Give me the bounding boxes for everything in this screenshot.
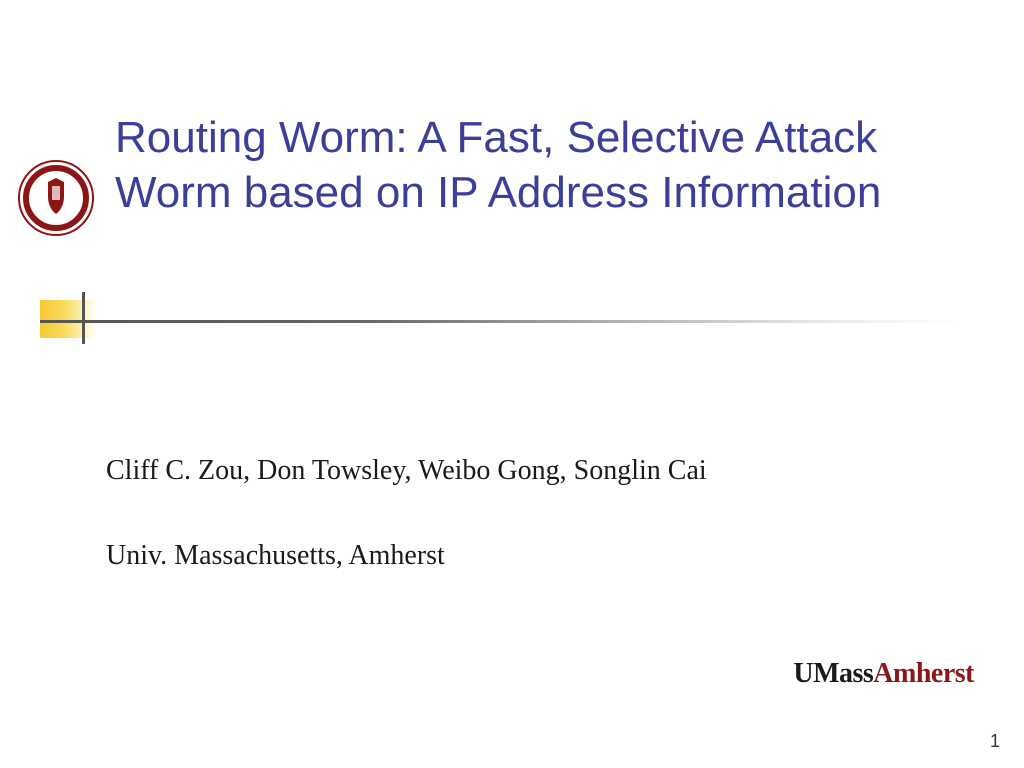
page-number: 1 — [990, 731, 1000, 752]
umass-amherst-logo: UMassAmherst — [793, 658, 974, 690]
accent-square — [40, 300, 96, 338]
logo-part-amherst: Amherst — [873, 658, 974, 689]
affiliation-text: Univ. Massachusetts, Amherst — [106, 540, 445, 572]
title-divider — [40, 300, 960, 350]
vertical-rule — [82, 292, 85, 344]
authors-text: Cliff C. Zou, Don Towsley, Weibo Gong, S… — [106, 455, 707, 487]
logo-part-umass: UMass — [793, 658, 873, 689]
horizontal-rule — [40, 320, 960, 323]
slide-container: • • Routing Worm: A Fast, Selective Atta… — [0, 0, 1024, 768]
university-seal-icon: • • — [18, 160, 94, 236]
presentation-title: Routing Worm: A Fast, Selective Attack W… — [115, 110, 935, 220]
